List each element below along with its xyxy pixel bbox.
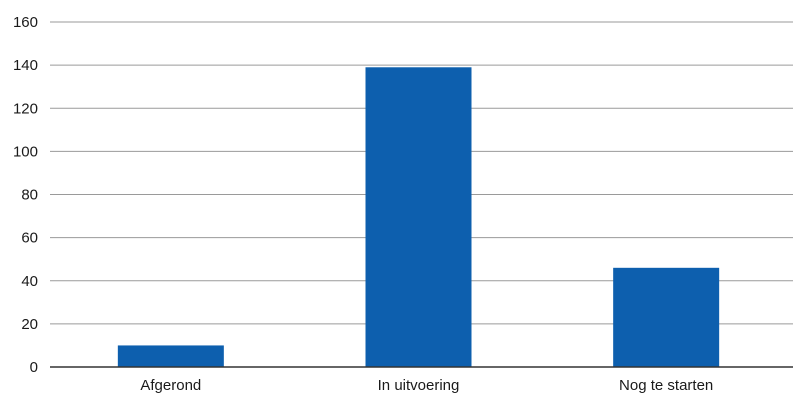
y-tick-label: 80 [21, 187, 38, 204]
bar-in-uitvoering [365, 67, 472, 367]
bar-nog-te-starten [613, 267, 720, 367]
x-category-label: Nog te starten [619, 377, 713, 394]
y-tick-label: 60 [21, 230, 38, 247]
y-tick-label: 40 [21, 273, 38, 290]
y-tick-label: 160 [13, 14, 38, 31]
x-category-label: Afgerond [140, 377, 201, 394]
y-axis-ticks: 0 20 40 60 80 100 120 140 160 [13, 14, 38, 376]
bars [117, 67, 720, 367]
y-tick-label: 0 [30, 359, 38, 376]
y-tick-label: 140 [13, 57, 38, 74]
y-tick-label: 120 [13, 100, 38, 117]
bar-afgerond [117, 345, 224, 367]
y-tick-label: 20 [21, 316, 38, 333]
y-tick-label: 100 [13, 143, 38, 160]
x-category-label: In uitvoering [378, 377, 460, 394]
x-axis-labels: Afgerond In uitvoering Nog te starten [140, 377, 713, 394]
